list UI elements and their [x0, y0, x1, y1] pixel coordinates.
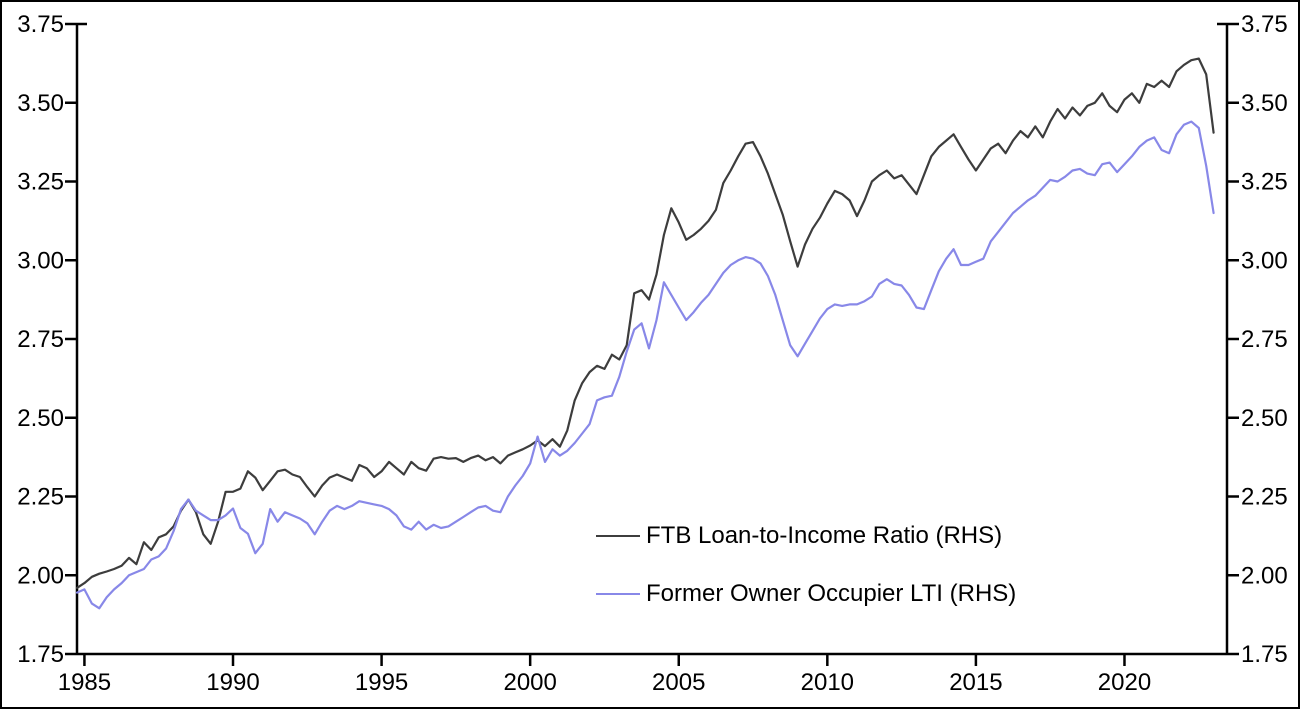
legend-label-former-owner: Former Owner Occupier LTI (RHS)	[646, 580, 1017, 607]
legend-item-ftb: FTB Loan-to-Income Ratio (RHS)	[596, 522, 1002, 550]
left-y-tick-label: 1.75	[17, 641, 64, 668]
x-tick-label: 1990	[206, 669, 259, 696]
left-y-tick-label: 2.25	[17, 484, 64, 511]
right-y-tick-label: 3.00	[1241, 247, 1288, 274]
x-tick-label: 2010	[801, 669, 854, 696]
right-y-tick-label: 3.50	[1241, 90, 1288, 117]
left-y-tick-label: 3.00	[17, 247, 64, 274]
x-tick-label: 1995	[355, 669, 408, 696]
x-tick-label: 2015	[949, 669, 1002, 696]
x-tick-label: 2000	[503, 669, 556, 696]
left-y-tick-label: 2.50	[17, 405, 64, 432]
right-y-tick-label: 2.75	[1241, 326, 1288, 353]
series-line-former-owner	[75, 120, 1215, 610]
left-y-tick-label: 3.25	[17, 169, 64, 196]
right-y-tick-label: 2.50	[1241, 405, 1288, 432]
left-y-tick-label: 2.75	[17, 326, 64, 353]
right-y-tick-label: 3.75	[1241, 11, 1288, 38]
x-tick-label: 1985	[58, 669, 111, 696]
right-y-tick-label: 1.75	[1241, 641, 1288, 668]
ftb-line-swatch-icon	[596, 535, 640, 537]
right-y-tick-label: 2.00	[1241, 562, 1288, 589]
x-tick-label: 2020	[1098, 669, 1151, 696]
legend-item-former-owner: Former Owner Occupier LTI (RHS)	[596, 580, 1016, 608]
x-tick-label: 2005	[652, 669, 705, 696]
former-owner-line-swatch-icon	[596, 593, 640, 595]
right-y-tick-label: 2.25	[1241, 484, 1288, 511]
series-line-ftb	[75, 57, 1215, 590]
left-y-tick-label: 3.75	[17, 11, 64, 38]
legend-label-ftb: FTB Loan-to-Income Ratio (RHS)	[646, 522, 1003, 549]
left-y-tick-label: 2.00	[17, 562, 64, 589]
left-y-tick-label: 3.50	[17, 90, 64, 117]
right-y-tick-label: 3.25	[1241, 169, 1288, 196]
